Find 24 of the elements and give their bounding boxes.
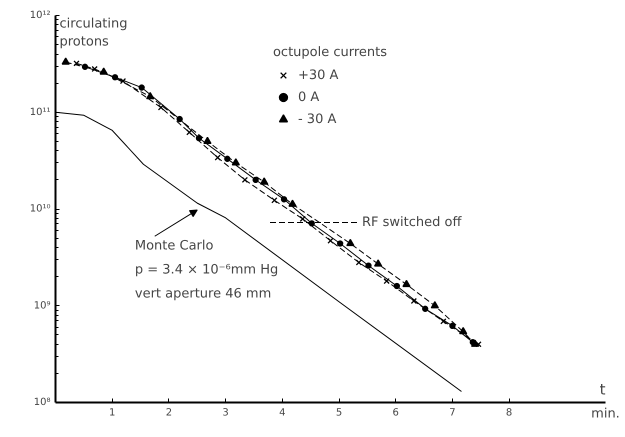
y-axis-title: circulating protons [60,16,128,50]
annotation: RF switched off [362,215,462,230]
y-tick-label: 10¹⁰ [30,204,51,214]
series-label: Monte Carlo [134,238,214,254]
x-tick-label: 1 [109,408,116,418]
legend-label: +30 A [298,68,338,82]
legend-label: - 30 A [298,112,336,126]
annotation: vert aperture 46 mm [134,286,272,302]
annotation: t [600,380,606,398]
x-tick-label: 5 [336,408,342,418]
x-tick-label: 4 [279,408,286,418]
annotation: p = 3.4 × 10⁻⁶mm Hg [134,262,278,278]
y-tick-label: 10¹² [30,10,51,21]
x-tick-label: 6 [392,408,399,418]
x-axis-title: min. [591,406,620,422]
legend-title: octupole currents [272,45,388,60]
x-tick-label: 2 [166,408,172,418]
x-tick-label: 8 [506,408,512,418]
x-tick-label: 7 [449,408,456,418]
legend-label: 0 A [298,90,320,104]
y-tick-label: 10⁸ [34,397,50,408]
x-tick-label: 3 [222,408,229,418]
y-tick-label: 10¹¹ [30,106,51,118]
y-tick-label: 10⁹ [34,300,50,312]
